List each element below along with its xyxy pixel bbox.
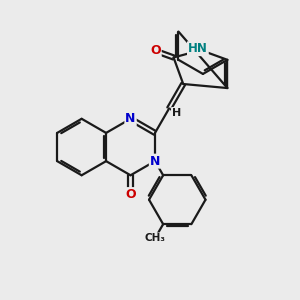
Text: H: H [172,108,181,118]
Text: N: N [150,154,160,168]
Text: CH₃: CH₃ [145,233,166,243]
Text: HN: HN [188,42,208,55]
Text: N: N [125,112,136,125]
Text: O: O [125,188,136,201]
Text: O: O [150,44,161,57]
